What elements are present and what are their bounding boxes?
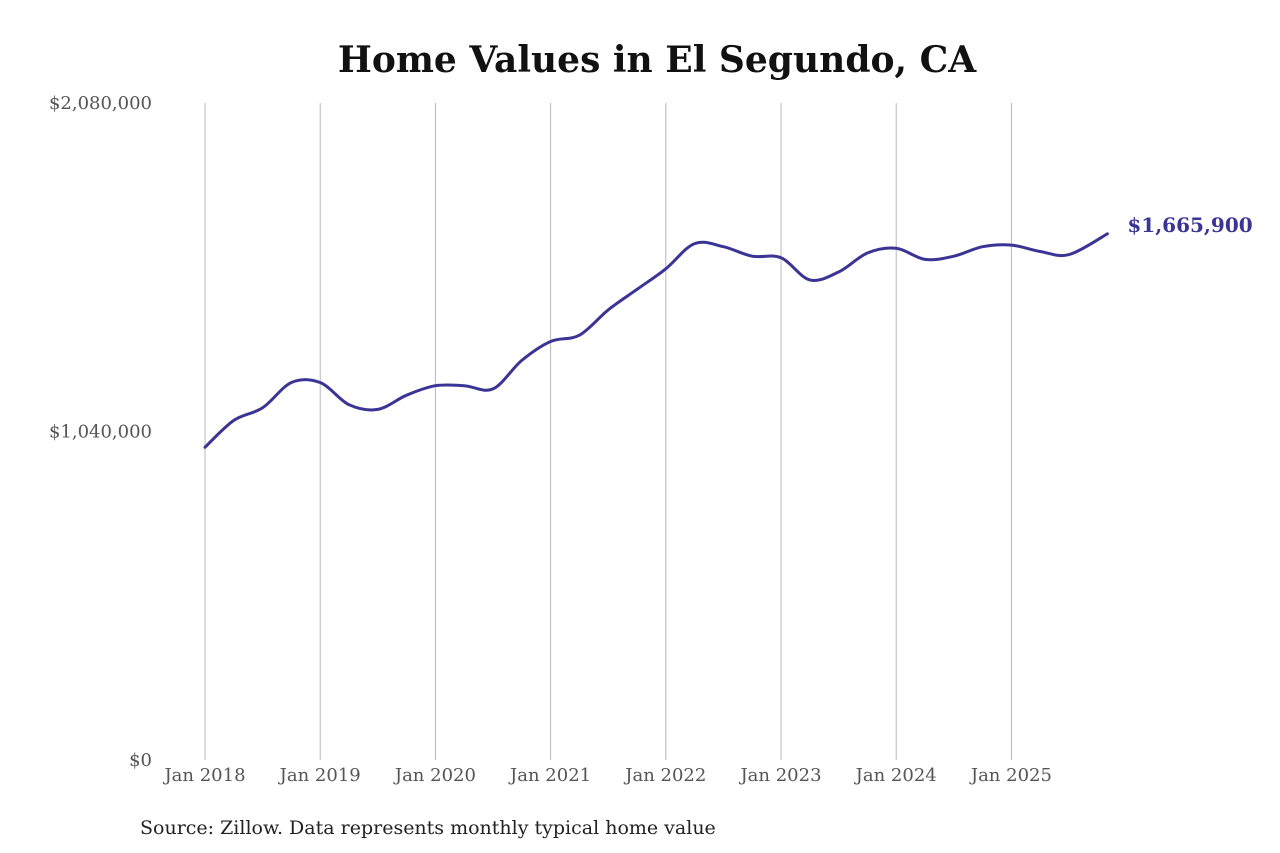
source-note: Source: Zillow. Data represents monthly …: [140, 817, 716, 839]
x-tick-label: Jan 2023: [738, 765, 821, 786]
series-line-0: [203, 232, 1109, 449]
y-axis-ticks: $0 $1,040,000 $2,080,000: [49, 93, 152, 771]
x-tick-label: Jan 2021: [508, 765, 591, 786]
end-value-label: $1,665,900: [1127, 213, 1252, 237]
y-tick-label: $0: [129, 750, 152, 771]
x-tick-label: Jan 2020: [393, 765, 476, 786]
chart-title: Home Values in El Segundo, CA: [338, 39, 977, 81]
x-tick-label: Jan 2024: [854, 765, 937, 786]
x-tick-label: Jan 2022: [623, 765, 706, 786]
y-tick-label: $1,040,000: [49, 422, 152, 443]
grid-lines: [204, 103, 1012, 760]
x-tick-label: Jan 2025: [969, 765, 1052, 786]
x-axis-ticks: Jan 2018 Jan 2019 Jan 2020 Jan 2021 Jan 2022…: [162, 765, 1051, 786]
x-tick-label: Jan 2019: [278, 765, 361, 786]
y-tick-label: $2,080,000: [49, 93, 152, 114]
x-tick-label: Jan 2018: [162, 765, 245, 786]
series-layer: $1,665,900: [203, 213, 1253, 449]
